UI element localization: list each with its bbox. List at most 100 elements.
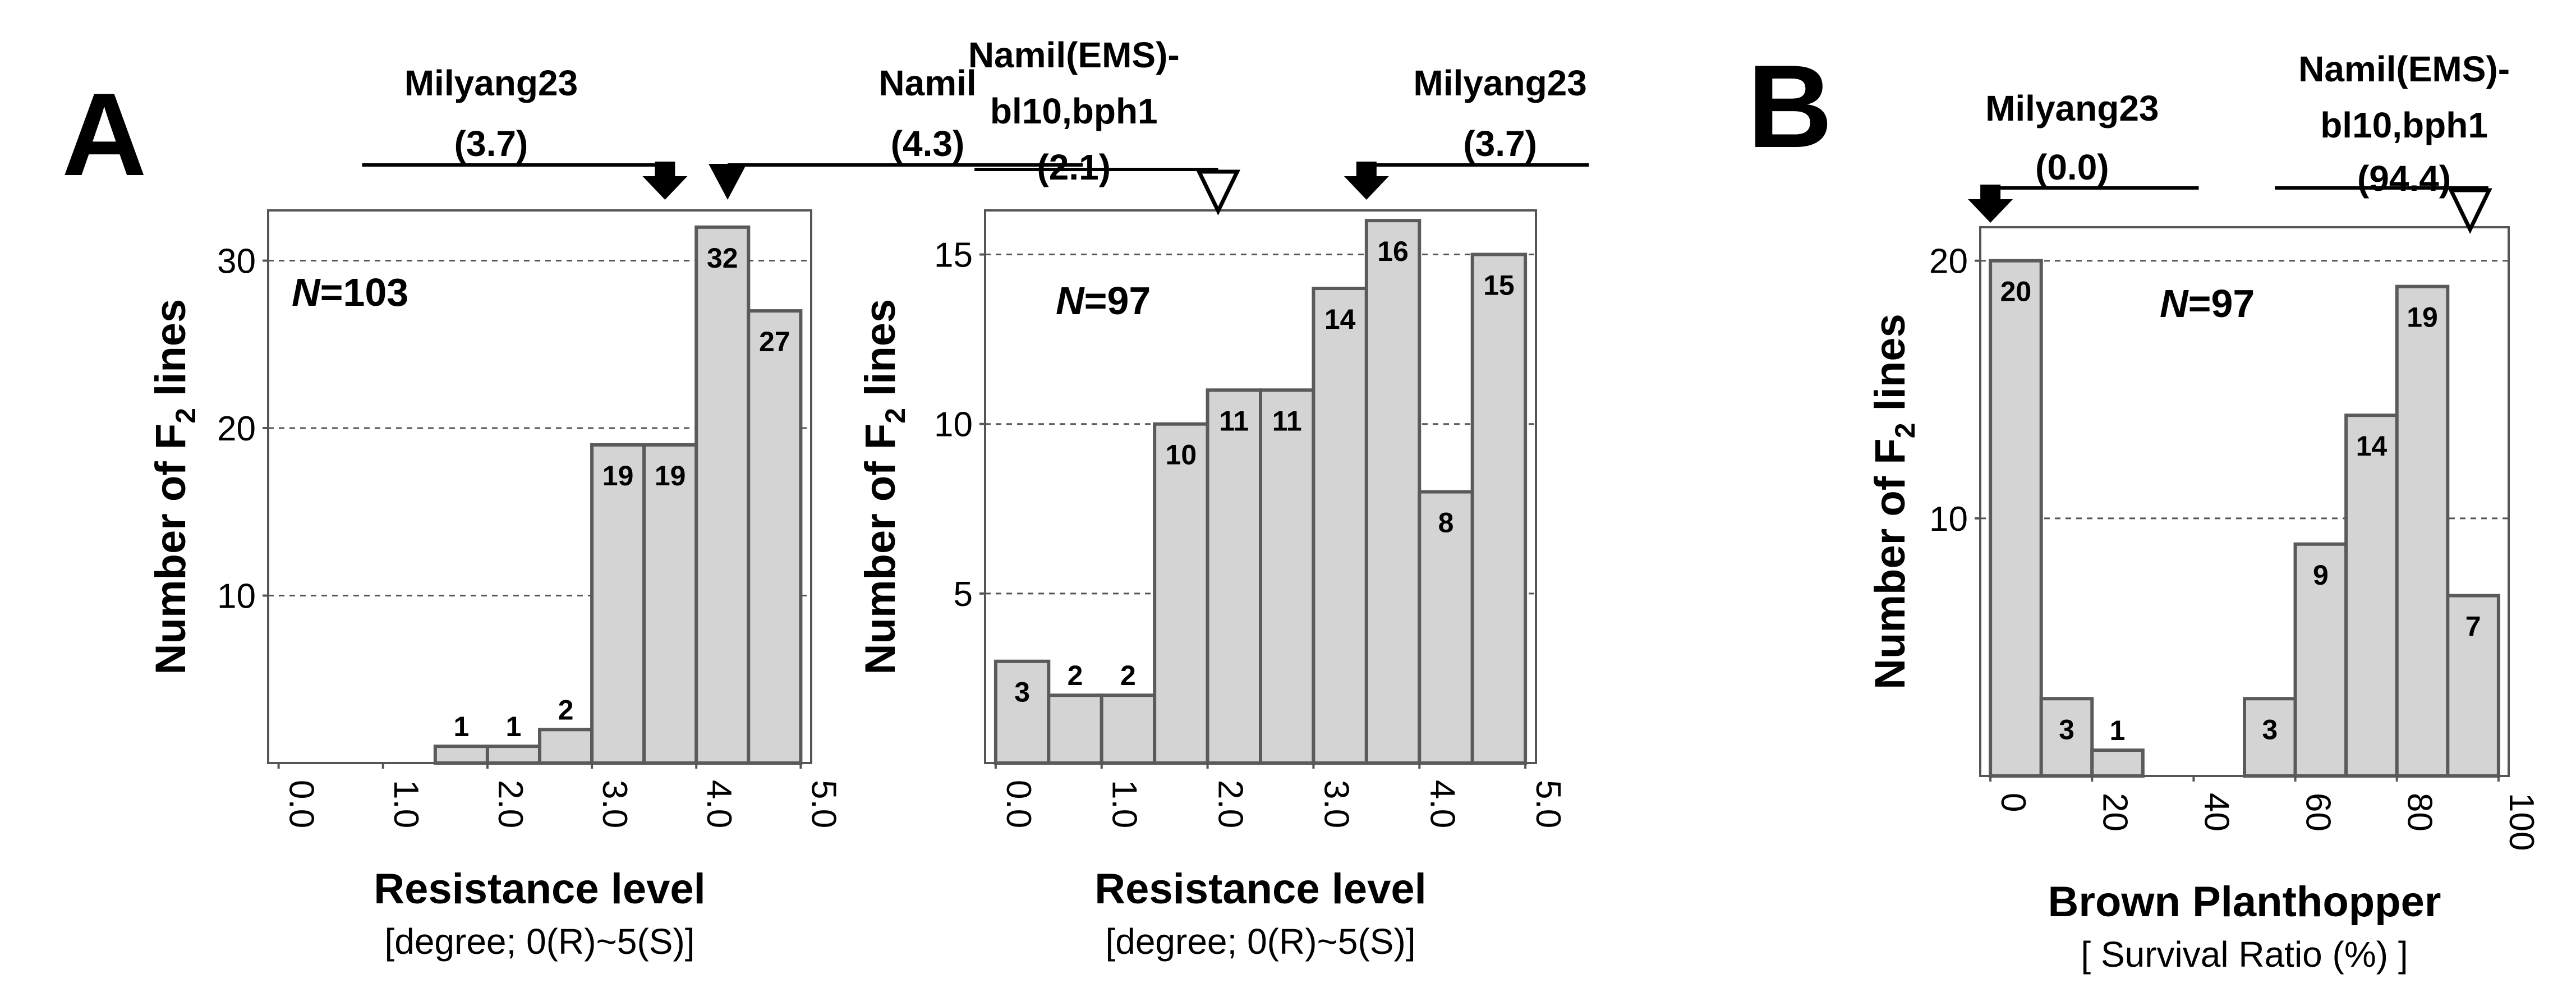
histogram-panel-b: 20 3 1 3 9 14 19 7 10 20 0 20 40 60 80 100 Brown Plantho… bbox=[1866, 49, 2541, 975]
x-tick-label: 20 bbox=[2095, 793, 2134, 832]
open-triangle-icon bbox=[1195, 169, 1241, 216]
bar-count-label: 15 bbox=[1483, 270, 1515, 301]
x-tick-label: 1.0 bbox=[1105, 780, 1144, 828]
down-arrow-icon bbox=[642, 162, 688, 200]
parent-label: Milyang23 bbox=[1413, 63, 1586, 103]
x-tick-label: 40 bbox=[2197, 793, 2235, 832]
bar-count-label: 19 bbox=[602, 460, 634, 491]
sample-size-annotation: N=103 bbox=[292, 270, 408, 314]
histogram-bar bbox=[2446, 594, 2500, 778]
bar-count-label: 1 bbox=[506, 711, 522, 742]
bar-count-label: 3 bbox=[2059, 714, 2074, 745]
histogram-bar bbox=[993, 659, 1051, 765]
x-axis-subtitle: [ Survival Ratio (%) ] bbox=[2081, 934, 2408, 975]
histogram-bar bbox=[433, 745, 489, 765]
y-axis-title: Number of F2 lines bbox=[147, 299, 201, 675]
bar-count-label: 1 bbox=[2110, 715, 2126, 746]
x-axis-title: Resistance level bbox=[1094, 865, 1427, 913]
y-axis-title: Number of F2 lines bbox=[1866, 314, 1921, 690]
parent-label: Namil(EMS)- bbox=[968, 35, 1180, 75]
x-axis-subtitle: [degree; 0(R)~5(S)] bbox=[1105, 921, 1415, 962]
histogram-bar bbox=[747, 309, 803, 765]
histogram-bar bbox=[2243, 697, 2297, 778]
bar-count-label: 8 bbox=[1438, 507, 1454, 539]
parent-label: (0.0) bbox=[2035, 147, 2109, 187]
panel-letter-a: A bbox=[62, 68, 147, 200]
bar-count-label: 19 bbox=[655, 460, 686, 491]
open-triangle-icon bbox=[2448, 188, 2492, 235]
y-tick-label: 30 bbox=[217, 242, 256, 281]
bar-count-label: 1 bbox=[453, 711, 469, 742]
histogram-bar bbox=[1470, 252, 1528, 765]
y-tick-label: 20 bbox=[217, 410, 256, 448]
parent-label: (94.4) bbox=[2357, 158, 2451, 199]
down-arrow-icon bbox=[1968, 185, 2013, 223]
parent-label: bl10,bph1 bbox=[990, 91, 1158, 131]
parent-label: Namil bbox=[878, 63, 976, 103]
parent-label: (3.7) bbox=[1463, 123, 1537, 164]
y-axis-subscript: 2 bbox=[880, 408, 911, 424]
parent-label: Milyang23 bbox=[404, 63, 578, 103]
y-axis-title: Number of F2 lines bbox=[857, 299, 911, 675]
x-tick-label: 4.0 bbox=[700, 780, 738, 828]
histogram-bar bbox=[1312, 286, 1368, 765]
y-tick-label: 10 bbox=[934, 406, 973, 444]
x-tick-label: 2.0 bbox=[1211, 780, 1250, 828]
y-tick-label: 5 bbox=[954, 575, 973, 614]
x-tick-label: 5.0 bbox=[1529, 780, 1567, 828]
bar-count-label: 11 bbox=[1272, 405, 1302, 437]
bar-count-label: 11 bbox=[1219, 405, 1249, 437]
histogram-bar bbox=[1047, 693, 1103, 765]
x-tick-label: 5.0 bbox=[804, 780, 843, 828]
parent-label: bl10,bph1 bbox=[2320, 105, 2488, 145]
filled-triangle-icon bbox=[709, 164, 747, 200]
histogram-bar bbox=[694, 225, 751, 765]
histogram-bar bbox=[590, 443, 646, 765]
x-tick-label: 0 bbox=[1994, 793, 2032, 812]
histogram-bar bbox=[1418, 490, 1474, 765]
histogram-bar bbox=[2395, 284, 2450, 778]
bar-count-label: 32 bbox=[707, 242, 738, 274]
bar-count-label: 10 bbox=[1166, 439, 1197, 471]
panel-letter-b: B bbox=[1747, 40, 1833, 172]
histogram-bar bbox=[2039, 697, 2094, 778]
bar-count-label: 2 bbox=[1068, 660, 1083, 691]
x-tick-label: 100 bbox=[2502, 793, 2541, 851]
histogram-panel-a-right: 3 2 2 10 11 11 14 16 8 15 5 10 15 0.0 1.0 2.0 3.0 4.0 5.0 R… bbox=[857, 35, 1589, 962]
bar-count-label: 19 bbox=[2407, 302, 2438, 333]
histogram-bar bbox=[538, 728, 594, 765]
parent-label: (2.1) bbox=[1037, 147, 1111, 187]
y-tick-label: 10 bbox=[1929, 500, 1968, 539]
histogram-bar bbox=[1206, 388, 1262, 765]
histogram-bar bbox=[1364, 219, 1422, 765]
histogram-bar bbox=[485, 745, 542, 765]
x-tick-label: 60 bbox=[2299, 793, 2338, 832]
histogram-bar bbox=[642, 443, 698, 765]
bar-count-label: 3 bbox=[1014, 677, 1030, 708]
x-axis-subtitle: [degree; 0(R)~5(S)] bbox=[384, 921, 694, 962]
histogram-bar bbox=[1100, 693, 1157, 765]
x-axis-title: Brown Planthopper bbox=[2048, 878, 2441, 926]
x-tick-label: 0.0 bbox=[282, 780, 321, 828]
histogram-bar bbox=[1153, 422, 1209, 765]
parent-label: (3.7) bbox=[454, 123, 528, 164]
histogram-bar bbox=[1989, 259, 2043, 778]
bar-count-label: 16 bbox=[1377, 236, 1409, 267]
bar-count-label: 20 bbox=[2000, 276, 2032, 307]
bar-count-label: 14 bbox=[1324, 304, 1356, 335]
x-tick-label: 4.0 bbox=[1423, 780, 1461, 828]
bar-count-label: 2 bbox=[558, 694, 574, 725]
histogram-bar bbox=[2344, 414, 2399, 778]
bar-count-label: 3 bbox=[2262, 714, 2278, 745]
histogram-bar bbox=[2090, 748, 2145, 778]
sample-size-annotation: N=97 bbox=[1056, 279, 1151, 323]
x-tick-label: 2.0 bbox=[491, 780, 530, 828]
bar-count-label: 9 bbox=[2313, 559, 2329, 591]
y-axis-subscript: 2 bbox=[170, 408, 201, 424]
histogram-bar bbox=[1259, 388, 1315, 765]
y-tick-label: 20 bbox=[1929, 242, 1968, 281]
bar-count-label: 14 bbox=[2356, 430, 2388, 462]
x-tick-label: 3.0 bbox=[595, 780, 634, 828]
parent-label: Namil(EMS)- bbox=[2298, 49, 2510, 89]
